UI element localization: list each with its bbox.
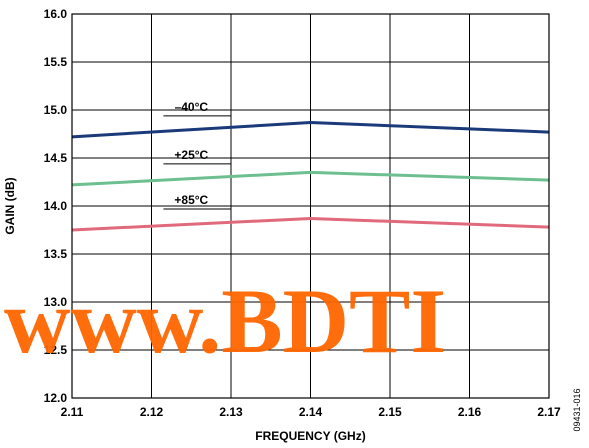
series-line xyxy=(71,216,550,232)
series-line xyxy=(71,170,550,187)
plot-frame xyxy=(71,13,550,399)
y-tick-label: 13.5 xyxy=(44,247,68,261)
x-tick-label: 2.12 xyxy=(140,405,164,419)
x-tick-label: 2.13 xyxy=(219,405,243,419)
y-tick-label: 12.0 xyxy=(44,391,68,405)
y-tick-label: 15.5 xyxy=(44,55,68,69)
x-tick-label: 2.15 xyxy=(378,405,402,419)
x-tick-labels: 2.11 2.12 2.13 2.14 2.15 2.16 2.17 xyxy=(61,405,561,419)
series-label: +25°C xyxy=(174,148,208,162)
y-axis-title: GAIN (dB) xyxy=(3,177,17,234)
series-label: +85°C xyxy=(174,193,208,207)
figure-id: 09431-016 xyxy=(572,388,582,431)
y-tick-label: 14.0 xyxy=(44,199,68,213)
y-tick-label: 12.5 xyxy=(44,343,68,357)
x-axis-title: FREQUENCY (GHz) xyxy=(255,429,365,443)
y-tick-label: 13.0 xyxy=(44,295,68,309)
x-tick-label: 2.11 xyxy=(61,405,84,419)
y-tick-labels: 12.0 12.5 13.0 13.5 14.0 14.5 15.0 15.5 16.0 xyxy=(44,7,68,405)
watermark: www.BDTI xyxy=(4,270,446,372)
y-tick-label: 15.0 xyxy=(44,103,68,117)
grid xyxy=(71,13,550,399)
x-tick-label: 2.14 xyxy=(299,405,323,419)
y-tick-label: 14.5 xyxy=(44,151,68,165)
x-tick-label: 2.17 xyxy=(537,405,561,419)
x-tick-label: 2.16 xyxy=(458,405,482,419)
series-lines xyxy=(71,120,550,232)
series-labels: –40°C +25°C +85°C xyxy=(163,100,231,210)
series-line xyxy=(71,120,550,139)
series-label: –40°C xyxy=(175,100,209,114)
y-tick-label: 16.0 xyxy=(44,7,68,21)
